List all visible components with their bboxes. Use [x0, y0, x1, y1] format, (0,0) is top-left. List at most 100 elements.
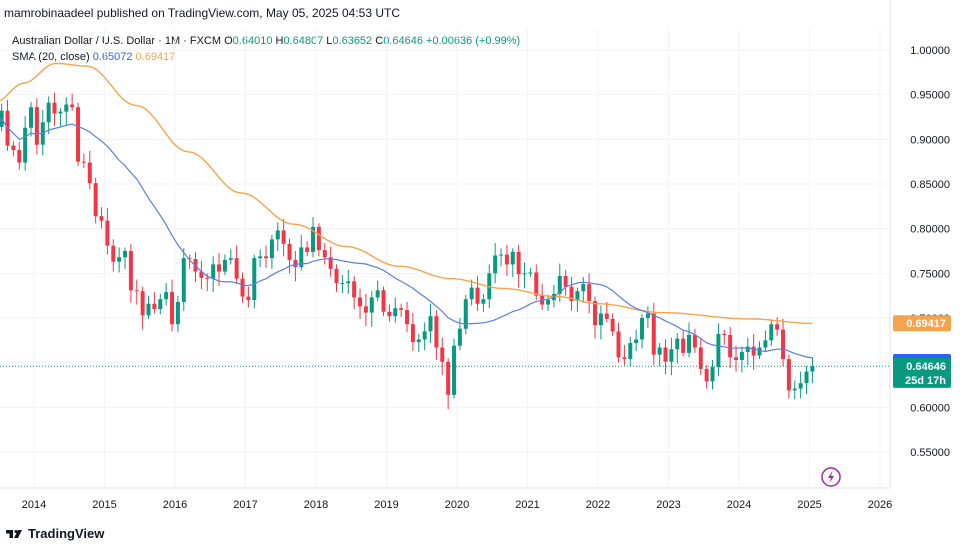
x-tick-label: 2017 — [233, 499, 257, 511]
candle-body — [334, 268, 339, 284]
high-label: H — [275, 35, 284, 47]
candle-body — [387, 311, 392, 317]
candle-body — [669, 349, 674, 362]
candle-body — [675, 338, 680, 350]
candle-body — [722, 334, 727, 336]
candle-body — [804, 371, 809, 384]
low-label: L — [326, 35, 333, 47]
sma-label[interactable]: SMA (20, close) — [12, 51, 90, 63]
ohlc-row: Australian Dollar / U.S. Dollar · 1M · F… — [12, 33, 520, 49]
candle-body — [622, 357, 627, 360]
candle-body — [810, 366, 815, 372]
y-tick-label: 0.85000 — [910, 179, 950, 191]
y-tick-label: 0.90000 — [910, 134, 950, 146]
candle-body — [322, 250, 327, 258]
last-price-tag-countdown: 25d 17h — [905, 375, 946, 387]
candle-body — [11, 145, 16, 151]
candle-body — [234, 258, 239, 279]
candle-body — [358, 297, 363, 307]
candle-body — [563, 276, 568, 287]
candle-body — [199, 271, 204, 278]
candle-body — [311, 226, 316, 252]
candle-body — [64, 104, 69, 112]
candle-body — [81, 161, 86, 163]
y-tick-label: 1.00000 — [910, 45, 950, 57]
candle-body — [52, 102, 57, 114]
candle-body — [23, 127, 28, 163]
candle-body — [575, 291, 580, 302]
candle-body — [17, 150, 22, 163]
candle-body — [528, 272, 533, 274]
tradingview-logo-icon — [6, 529, 22, 538]
candle-body — [281, 230, 286, 244]
candle-body — [604, 313, 609, 319]
candle-body — [645, 313, 650, 318]
y-tick-label: 0.95000 — [910, 90, 950, 102]
candle-body — [205, 277, 210, 279]
sma-row: SMA (20, close) 0.65072 0.69417 — [12, 49, 520, 65]
y-tick-label: 0.55000 — [910, 447, 950, 459]
candle-body — [446, 361, 451, 395]
candle-body — [275, 230, 280, 240]
candle-body — [716, 334, 721, 368]
candle-body — [422, 331, 427, 340]
candle-body — [175, 301, 180, 325]
candle-body — [569, 286, 574, 302]
candles — [0, 92, 815, 410]
candle-body — [299, 247, 304, 268]
candle-body — [798, 383, 803, 389]
y-tick-label: 0.60000 — [910, 402, 950, 414]
candle-body — [99, 216, 104, 221]
candle-body — [769, 324, 774, 341]
candle-body — [534, 272, 539, 296]
candle-body — [287, 243, 292, 260]
last-price-tag: 0.64646 — [906, 361, 946, 373]
candle-body — [328, 257, 333, 269]
sma-slow-tag: 0.69417 — [906, 318, 946, 330]
candle-body — [70, 104, 75, 108]
candle-body — [640, 318, 645, 340]
y-axis: 0.550000.600000.650000.700000.750000.800… — [910, 45, 950, 459]
candle-body — [745, 346, 750, 352]
candle-body — [763, 340, 768, 348]
candle-body — [399, 308, 404, 310]
candle-body — [340, 283, 345, 285]
x-tick-label: 2023 — [656, 499, 680, 511]
candle-body — [481, 299, 486, 304]
candle-body — [381, 290, 386, 312]
candle-body — [522, 273, 527, 275]
tradingview-brand[interactable]: TradingView — [6, 526, 104, 541]
flash-icon[interactable] — [821, 467, 841, 487]
candle-body — [469, 287, 474, 300]
candle-body — [440, 347, 445, 362]
candle-body — [687, 334, 692, 353]
change-value: +0.00636 (+0.99%) — [426, 35, 521, 47]
x-tick-label: 2021 — [515, 499, 539, 511]
candle-body — [546, 300, 551, 305]
candle-body — [87, 162, 92, 184]
candle-body — [452, 345, 457, 395]
candle-body — [504, 254, 509, 265]
candle-body — [269, 239, 274, 259]
y-tick-label: 0.75000 — [910, 268, 950, 280]
candle-body — [634, 339, 639, 344]
candle-body — [692, 334, 697, 348]
publisher-line: mamrobinaadeel published on TradingView.… — [4, 6, 401, 20]
x-tick-label: 2022 — [586, 499, 610, 511]
candle-body — [111, 245, 116, 262]
candle-body — [786, 359, 791, 391]
x-axis: 2014 2015 2016 2017 2018 2019 2020 2021 2022 2023… — [22, 499, 892, 511]
candle-body — [187, 258, 192, 260]
candle-body — [217, 264, 222, 272]
instrument-title[interactable]: Australian Dollar / U.S. Dollar · 1M · F… — [12, 35, 222, 47]
x-tick-label: 2018 — [304, 499, 328, 511]
candle-body — [105, 220, 110, 246]
y-tick-label: 0.80000 — [910, 224, 950, 236]
candle-body — [757, 347, 762, 356]
sma-slow-tag-bg — [893, 315, 951, 332]
candle-body — [739, 351, 744, 360]
candle-body — [264, 256, 269, 259]
high-value: 0.64807 — [283, 35, 324, 47]
chart-grid — [0, 0, 891, 489]
